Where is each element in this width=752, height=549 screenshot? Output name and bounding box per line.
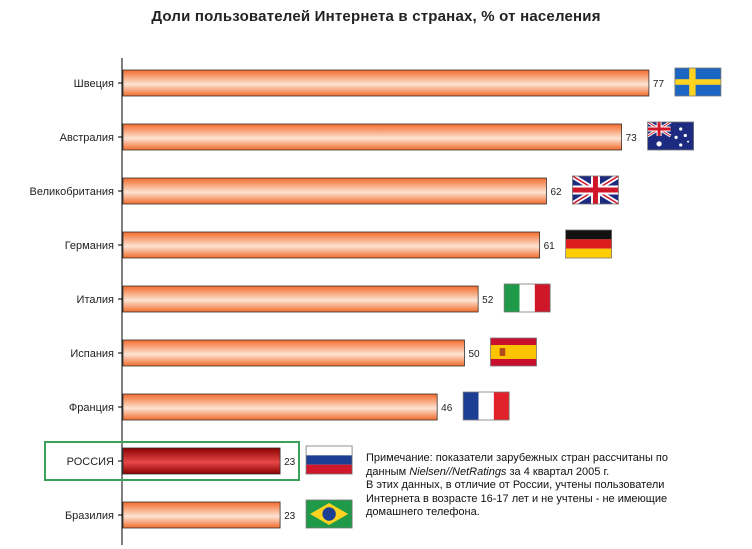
value-label: 23 <box>284 457 296 468</box>
chart-title: Доли пользователей Интернета в странах, … <box>151 8 601 25</box>
bar-highlight <box>122 447 281 475</box>
spain-flag <box>490 337 537 367</box>
value-label: 52 <box>482 295 494 306</box>
bar <box>122 69 650 97</box>
category-label: Австралия <box>60 132 114 144</box>
category-label: Германия <box>65 240 114 252</box>
australia-flag <box>646 120 694 151</box>
note-line2: В этих данных, в отличие от России, учте… <box>366 479 668 518</box>
category-label: РОССИЯ <box>67 456 114 468</box>
value-label: 46 <box>441 403 453 414</box>
category-label: Испания <box>70 348 114 360</box>
value-label: 77 <box>653 79 665 90</box>
category-label: Франция <box>69 402 114 414</box>
bar <box>122 123 622 151</box>
bar <box>122 285 479 313</box>
bar <box>122 501 281 529</box>
category-label: Швеция <box>74 78 114 90</box>
value-label: 61 <box>544 241 556 252</box>
russia-flag <box>305 445 353 475</box>
italy-flag <box>503 283 551 313</box>
footnote: Примечание: показатели зарубежных стран … <box>366 452 706 520</box>
note-source: Nielsen//NetRatings <box>409 465 507 478</box>
highlight-box <box>44 441 300 481</box>
brazil-flag <box>305 499 353 529</box>
bar <box>122 177 547 205</box>
category-label: Великобритания <box>30 186 115 198</box>
bar <box>122 339 465 367</box>
note-prefix: Примечание: показатели зарубежных стран … <box>366 452 668 478</box>
category-label: Италия <box>77 294 115 306</box>
uk-flag <box>571 173 620 207</box>
germany-flag <box>565 229 613 259</box>
value-label: 23 <box>284 511 296 522</box>
note-suffix: за 4 квартал 2005 г. <box>506 465 610 478</box>
value-label: 62 <box>550 187 562 198</box>
bar <box>122 231 541 259</box>
bar <box>122 393 438 421</box>
category-label: Бразилия <box>65 510 114 522</box>
sweden-flag <box>674 67 722 97</box>
value-label: 50 <box>469 349 481 360</box>
france-flag <box>462 391 510 421</box>
value-label: 73 <box>626 133 638 144</box>
